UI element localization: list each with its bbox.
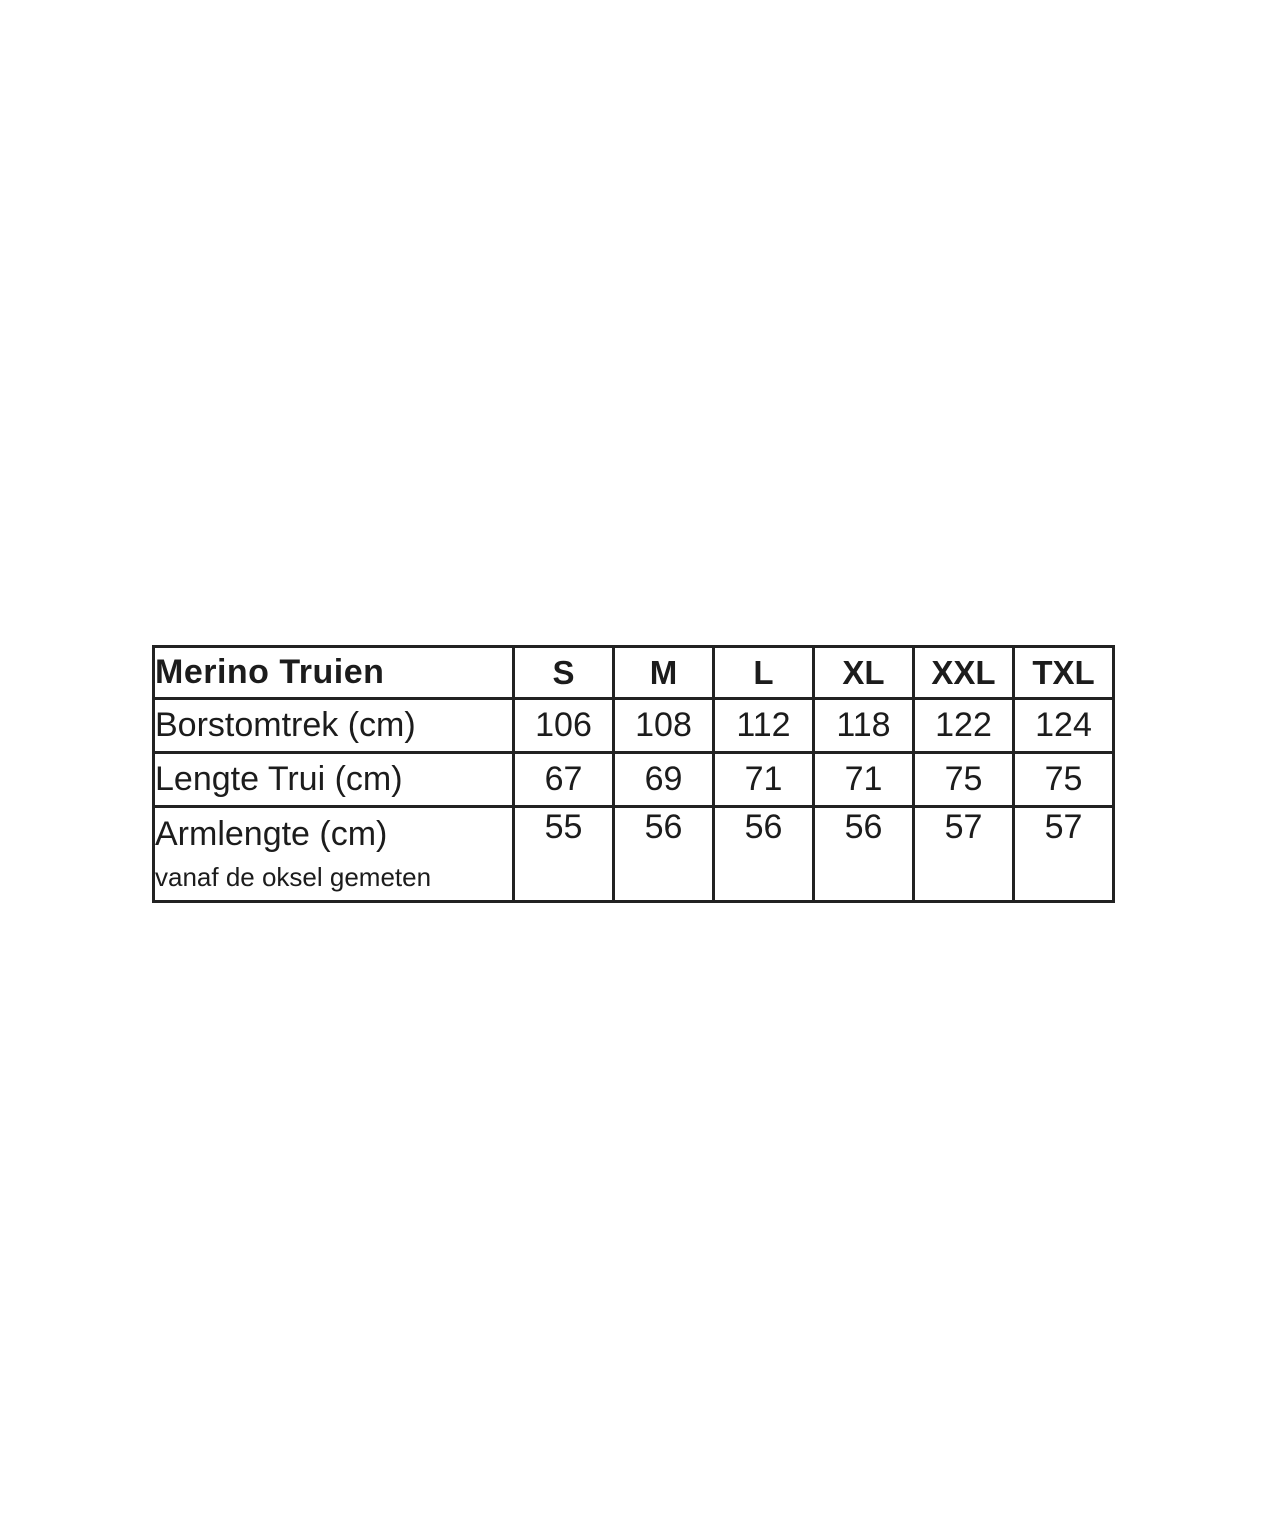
cell-value: 75 (1012, 751, 1115, 808)
cell-value: 57 (1012, 805, 1115, 903)
cell-value: 75 (912, 751, 1015, 808)
row-label-armlengte: Armlengte (cm) vanaf de oksel gemeten (152, 805, 515, 903)
cell-value: 124 (1012, 697, 1115, 754)
cell-value: 55 (512, 805, 615, 903)
cell-value: 122 (912, 697, 1015, 754)
row-label-borstomtrek: Borstomtrek (cm) (152, 697, 515, 754)
size-header-xxl: XXL (912, 645, 1015, 700)
size-header-l: L (712, 645, 815, 700)
table-row-armlengte: Armlengte (cm) vanaf de oksel gemeten 55… (152, 805, 1115, 903)
table-title: Merino Truien (152, 645, 515, 700)
size-header-txl: TXL (1012, 645, 1115, 700)
size-chart: Merino Truien S M L XL XXL TXL Borstomtr… (152, 645, 1115, 903)
size-header-s: S (512, 645, 615, 700)
cell-value: 106 (512, 697, 615, 754)
table-row-borstomtrek: Borstomtrek (cm) 106 108 112 118 122 124 (152, 697, 1115, 754)
table-row-lengte-trui: Lengte Trui (cm) 67 69 71 71 75 75 (152, 751, 1115, 808)
row-label-armlengte-note: vanaf de oksel gemeten (155, 862, 432, 892)
size-header-m: M (612, 645, 715, 700)
cell-value: 67 (512, 751, 615, 808)
cell-value: 108 (612, 697, 715, 754)
cell-value: 56 (612, 805, 715, 903)
cell-value: 118 (812, 697, 915, 754)
cell-value: 71 (712, 751, 815, 808)
row-label-armlengte-text: Armlengte (cm) (155, 815, 388, 853)
row-label-lengte-trui: Lengte Trui (cm) (152, 751, 515, 808)
table-header-row: Merino Truien S M L XL XXL TXL (152, 645, 1115, 700)
cell-value: 56 (812, 805, 915, 903)
cell-value: 56 (712, 805, 815, 903)
size-chart-table: Merino Truien S M L XL XXL TXL Borstomtr… (152, 645, 1115, 903)
cell-value: 57 (912, 805, 1015, 903)
cell-value: 112 (712, 697, 815, 754)
cell-value: 71 (812, 751, 915, 808)
size-header-xl: XL (812, 645, 915, 700)
cell-value: 69 (612, 751, 715, 808)
